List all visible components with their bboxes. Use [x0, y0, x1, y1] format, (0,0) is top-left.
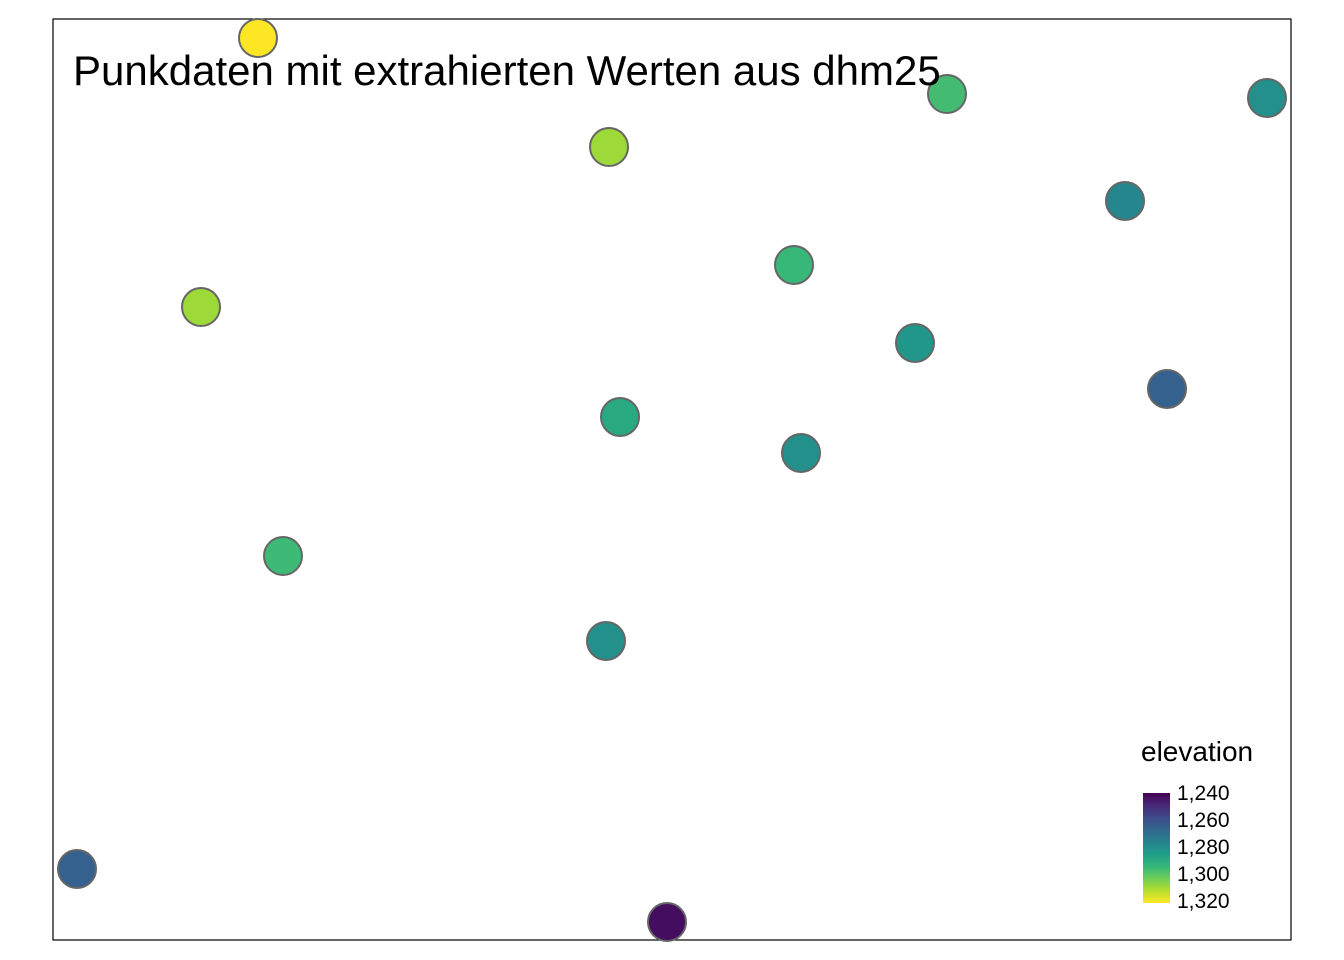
elevation-point	[600, 397, 640, 437]
legend: elevation 1,240 1,260 1,280 1,300 1,320	[1141, 736, 1253, 913]
elevation-point	[1247, 78, 1287, 118]
legend-tick-label: 1,300	[1177, 863, 1230, 886]
legend-title: elevation	[1141, 736, 1253, 767]
map-frame	[52, 18, 1292, 941]
elevation-point	[647, 902, 687, 942]
elevation-point	[1105, 181, 1145, 221]
elevation-point	[238, 18, 278, 58]
elevation-point	[589, 127, 629, 167]
elevation-point	[181, 287, 221, 327]
elevation-point	[586, 621, 626, 661]
legend-tick-label: 1,280	[1177, 836, 1230, 859]
elevation-point	[263, 536, 303, 576]
elevation-point	[57, 849, 97, 889]
points-layer	[57, 18, 1287, 942]
legend-tick-label: 1,260	[1177, 809, 1230, 832]
elevation-point	[781, 433, 821, 473]
legend-tick-labels: 1,240 1,260 1,280 1,300 1,320	[1177, 782, 1230, 913]
elevation-point	[927, 74, 967, 114]
elevation-point	[774, 245, 814, 285]
legend-colorbar	[1143, 793, 1170, 903]
elevation-point	[1147, 369, 1187, 409]
map-title: Punkdaten mit extrahierten Werten aus dh…	[73, 47, 941, 94]
legend-tick-label: 1,240	[1177, 782, 1230, 805]
elevation-point	[895, 323, 935, 363]
legend-tick-label: 1,320	[1177, 890, 1230, 913]
